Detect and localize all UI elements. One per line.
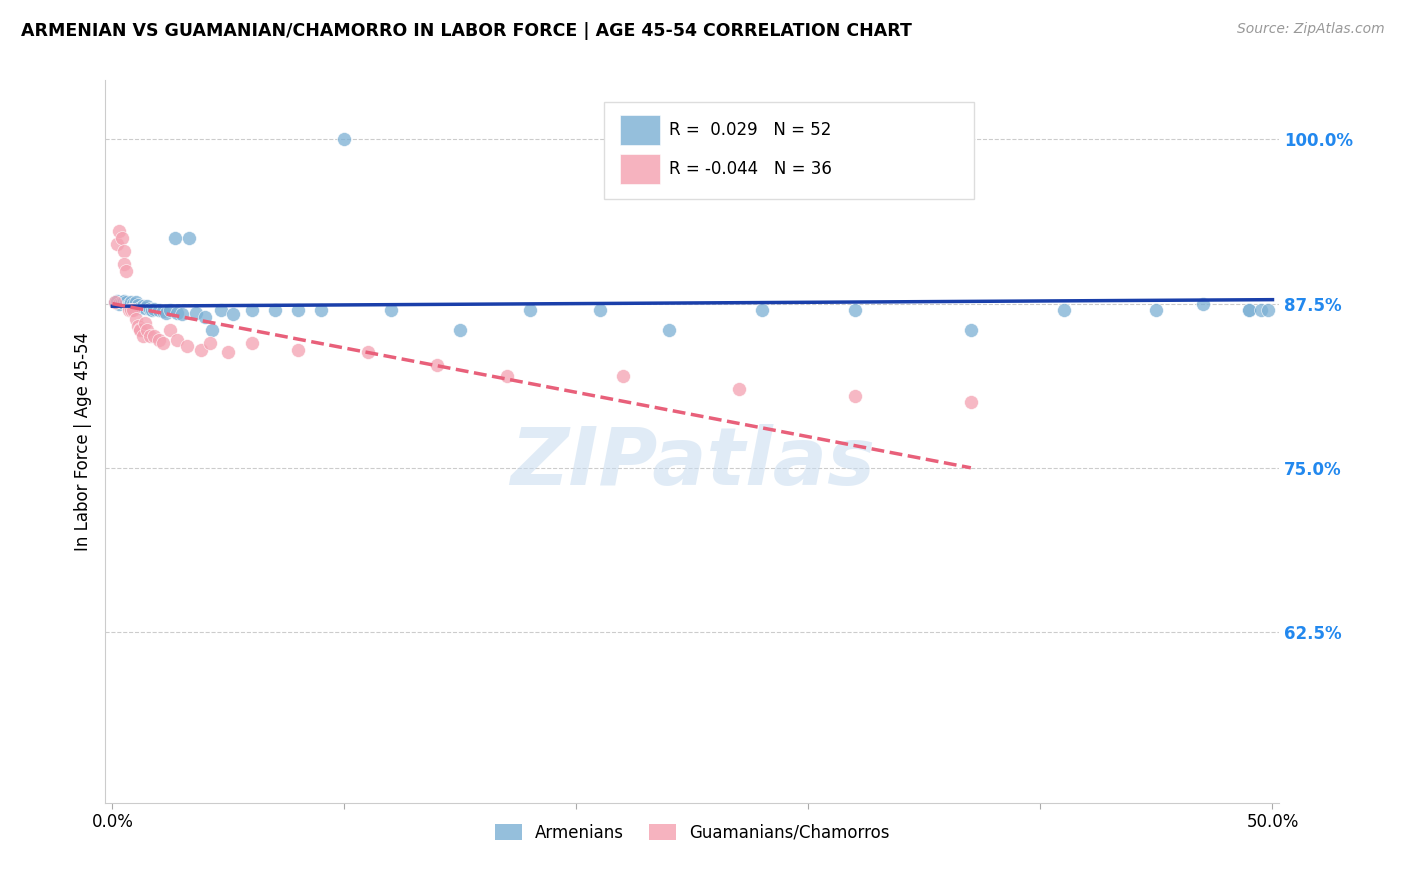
Point — [201, 323, 224, 337]
Point — [152, 304, 174, 318]
Point — [222, 307, 245, 321]
Point — [426, 359, 449, 373]
Point — [148, 334, 170, 348]
Point — [495, 368, 517, 383]
Point — [1239, 303, 1261, 318]
Point — [138, 329, 160, 343]
Point — [111, 295, 134, 310]
Point — [141, 303, 163, 318]
Point — [127, 318, 149, 333]
Point — [134, 301, 156, 315]
Point — [120, 295, 142, 310]
Point — [356, 345, 378, 359]
Point — [138, 301, 160, 316]
Point — [287, 343, 309, 357]
Point — [333, 132, 356, 146]
Point — [960, 395, 983, 409]
Point — [122, 296, 145, 310]
Point — [1053, 303, 1076, 318]
Point — [960, 323, 983, 337]
Point — [111, 231, 134, 245]
Point — [263, 303, 285, 318]
Point — [112, 244, 135, 258]
Point — [166, 306, 188, 320]
FancyBboxPatch shape — [605, 102, 974, 200]
Point — [104, 295, 127, 310]
Point — [612, 368, 634, 383]
Point — [240, 336, 263, 351]
Point — [122, 303, 145, 318]
Point — [115, 295, 138, 310]
Point — [118, 303, 141, 318]
Point — [134, 316, 156, 330]
Point — [129, 323, 152, 337]
Point — [184, 306, 207, 320]
Text: Source: ZipAtlas.com: Source: ZipAtlas.com — [1237, 22, 1385, 37]
Point — [658, 323, 681, 337]
Point — [588, 303, 610, 318]
Point — [190, 343, 212, 357]
Point — [127, 298, 149, 312]
Point — [105, 237, 128, 252]
Point — [143, 301, 166, 316]
Point — [728, 382, 751, 396]
Legend: Armenians, Guamanians/Chamorros: Armenians, Guamanians/Chamorros — [488, 817, 897, 848]
Point — [177, 231, 200, 245]
Point — [309, 303, 332, 318]
Point — [1192, 296, 1215, 310]
Point — [108, 224, 131, 238]
Text: ZIPatlas: ZIPatlas — [510, 425, 875, 502]
Text: R =  0.029   N = 52: R = 0.029 N = 52 — [669, 121, 831, 139]
Point — [1146, 303, 1168, 318]
Point — [148, 303, 170, 318]
Text: R = -0.044   N = 36: R = -0.044 N = 36 — [669, 161, 832, 178]
Point — [118, 296, 141, 310]
Point — [198, 336, 221, 351]
Point — [108, 296, 131, 310]
Point — [217, 345, 239, 359]
Point — [136, 299, 159, 313]
Point — [194, 310, 217, 324]
Point — [112, 257, 135, 271]
Point — [287, 303, 309, 318]
Point — [155, 306, 177, 320]
Point — [751, 303, 773, 318]
Text: ARMENIAN VS GUAMANIAN/CHAMORRO IN LABOR FORCE | AGE 45-54 CORRELATION CHART: ARMENIAN VS GUAMANIAN/CHAMORRO IN LABOR … — [21, 22, 912, 40]
FancyBboxPatch shape — [620, 115, 659, 145]
Point — [104, 295, 127, 310]
Point — [166, 334, 188, 348]
Point — [112, 293, 135, 308]
FancyBboxPatch shape — [620, 154, 659, 185]
Point — [844, 303, 866, 318]
Point — [115, 264, 138, 278]
Point — [129, 321, 152, 335]
Point — [124, 312, 146, 326]
Point — [152, 336, 174, 351]
Point — [165, 231, 187, 245]
Point — [449, 323, 471, 337]
Point — [124, 295, 146, 310]
Point — [118, 299, 141, 313]
Point — [1257, 303, 1279, 318]
Point — [131, 299, 153, 313]
Point — [120, 303, 142, 318]
Y-axis label: In Labor Force | Age 45-54: In Labor Force | Age 45-54 — [75, 332, 93, 551]
Point — [176, 338, 198, 352]
Point — [129, 301, 152, 315]
Point — [240, 303, 263, 318]
Point — [159, 303, 181, 318]
Point — [1239, 303, 1261, 318]
Point — [170, 307, 193, 321]
Point — [1250, 303, 1272, 318]
Point — [380, 303, 402, 318]
Point — [105, 293, 128, 308]
Point — [136, 323, 159, 337]
Point — [159, 323, 181, 337]
Point — [211, 303, 233, 318]
Point — [844, 388, 866, 402]
Point — [519, 303, 541, 318]
Point — [143, 329, 166, 343]
Point — [131, 329, 153, 343]
